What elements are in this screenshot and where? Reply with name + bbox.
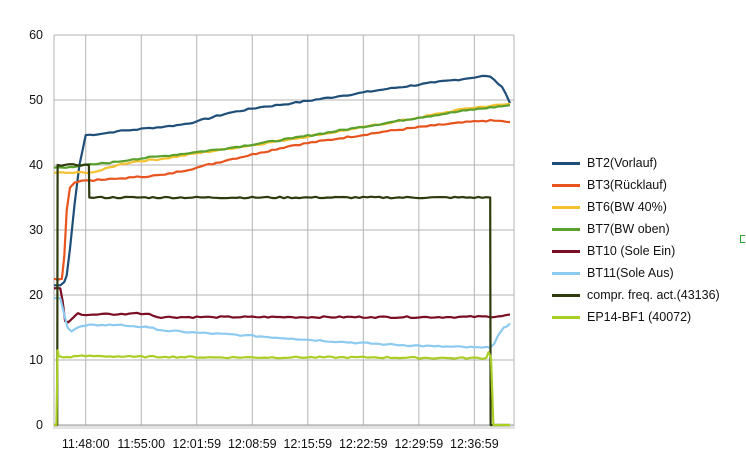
legend-label: compr. freq. act.(43136) xyxy=(587,288,720,302)
legend-label: BT11(Sole Aus) xyxy=(587,266,674,280)
y-tick-label: 40 xyxy=(29,158,43,172)
x-tick-label: 12:01:59 xyxy=(172,437,221,451)
legend-item: compr. freq. act.(43136) xyxy=(552,284,720,306)
x-tick-label: 11:48:00 xyxy=(62,437,110,451)
legend-label: BT3(Rücklauf) xyxy=(587,178,667,192)
y-tick-label: 50 xyxy=(29,93,43,107)
legend-swatch xyxy=(552,271,580,275)
legend-swatch xyxy=(552,183,580,187)
x-tick-label: 12:36:59 xyxy=(450,437,499,451)
x-tick-label: 12:29:59 xyxy=(394,437,443,451)
legend-label: EP14-BF1 (40072) xyxy=(587,310,692,324)
legend-item: BT7(BW oben) xyxy=(552,218,720,240)
y-tick-label: 0 xyxy=(36,418,43,432)
y-tick-label: 10 xyxy=(29,353,43,367)
legend-label: BT2(Vorlauf) xyxy=(587,156,658,170)
x-tick-label: 12:22:59 xyxy=(339,437,388,451)
legend-item: BT10 (Sole Ein) xyxy=(552,240,720,262)
x-tick-label: 12:15:59 xyxy=(283,437,332,451)
series-line-2 xyxy=(53,118,511,281)
legend-item: BT3(Rücklauf) xyxy=(552,174,720,196)
legend-item: BT6(BW 40%) xyxy=(552,196,720,218)
series-line-8 xyxy=(54,349,510,427)
legend-item: BT11(Sole Aus) xyxy=(552,262,720,284)
legend-label: BT6(BW 40%) xyxy=(587,200,667,214)
series-line-6 xyxy=(53,296,511,349)
legend-swatch xyxy=(552,315,580,319)
chart-legend: BT2(Vorlauf) BT3(Rücklauf) BT6(BW 40%) BT7(… xyxy=(552,152,720,328)
legend-item: BT2(Vorlauf) xyxy=(552,152,720,174)
x-tick-label: 12:08:59 xyxy=(228,437,277,451)
legend-label: BT7(BW oben) xyxy=(587,222,670,236)
legend-item: EP14-BF1 (40072) xyxy=(552,306,720,328)
series-line-4 xyxy=(53,104,511,169)
edge-marker xyxy=(740,235,745,243)
series-line-7 xyxy=(54,163,510,427)
legend-swatch xyxy=(552,205,580,209)
y-tick-label: 30 xyxy=(29,223,43,237)
x-tick-label: 11:55:00 xyxy=(117,437,165,451)
legend-swatch xyxy=(552,227,580,231)
legend-label: BT10 (Sole Ein) xyxy=(587,244,676,258)
series-line-1 xyxy=(54,74,512,287)
legend-swatch xyxy=(552,293,580,297)
x-axis-minor-ticks xyxy=(53,425,515,429)
y-tick-label: 60 xyxy=(29,28,43,42)
series-line-5 xyxy=(53,286,511,324)
y-tick-label: 20 xyxy=(29,288,43,302)
legend-swatch xyxy=(552,249,580,253)
legend-swatch xyxy=(552,161,580,165)
